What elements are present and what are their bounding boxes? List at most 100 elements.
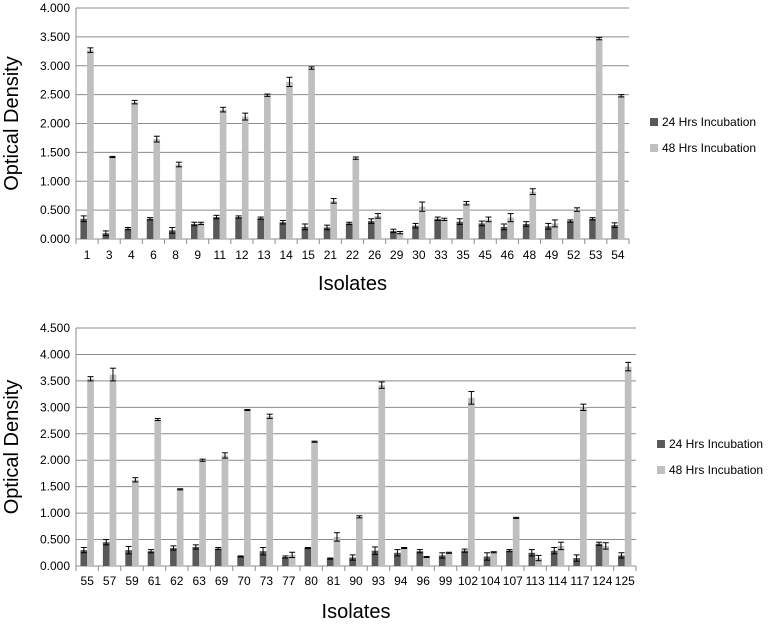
x-tick-label: 13 bbox=[257, 248, 271, 262]
bar bbox=[602, 545, 610, 566]
bar bbox=[80, 218, 88, 239]
bar bbox=[213, 217, 220, 239]
bar bbox=[191, 223, 198, 239]
bar bbox=[352, 158, 360, 239]
x-tick-label: 94 bbox=[394, 574, 408, 588]
x-tick-label: 102 bbox=[458, 574, 478, 588]
x-tick-label: 70 bbox=[237, 574, 251, 588]
bar bbox=[456, 221, 464, 239]
x-tick-label: 62 bbox=[170, 574, 184, 588]
y-tick-label: 3.000 bbox=[40, 400, 70, 414]
x-tick-label: 46 bbox=[501, 248, 515, 262]
bar bbox=[154, 419, 162, 566]
x-tick-label: 1 bbox=[84, 248, 91, 262]
x-tick-label: 55 bbox=[81, 574, 95, 588]
bar bbox=[221, 455, 229, 566]
bar bbox=[589, 218, 596, 239]
x-tick-label: 52 bbox=[567, 248, 581, 262]
x-tick-label: 59 bbox=[125, 574, 139, 588]
bar bbox=[580, 407, 587, 566]
x-tick-label: 96 bbox=[417, 574, 431, 588]
bar bbox=[500, 226, 508, 239]
x-tick-label: 113 bbox=[526, 574, 545, 588]
bar bbox=[147, 551, 155, 566]
bar bbox=[125, 550, 132, 566]
legend-swatch bbox=[650, 118, 658, 126]
bar bbox=[175, 164, 183, 239]
y-tick-label: 0.000 bbox=[40, 232, 70, 246]
bar bbox=[241, 116, 249, 239]
bar bbox=[192, 546, 200, 566]
bar bbox=[506, 550, 513, 566]
bottom-bar-chart: 0.000 0.500 1.000 1.500 2.000 2.500 3.000 3.500… bbox=[1, 321, 763, 623]
bar bbox=[153, 139, 161, 239]
x-tick-label: 54 bbox=[611, 248, 625, 262]
bar bbox=[87, 378, 94, 566]
bar bbox=[595, 38, 603, 239]
bar bbox=[282, 557, 289, 566]
bar bbox=[490, 552, 498, 566]
x-tick-label: 3 bbox=[106, 248, 113, 262]
y-tick-label: 2.500 bbox=[40, 88, 70, 102]
bar bbox=[131, 102, 138, 239]
bar bbox=[286, 81, 293, 239]
bar bbox=[529, 191, 537, 239]
y-tick-label: 3.500 bbox=[40, 30, 70, 44]
x-tick-label: 77 bbox=[282, 574, 296, 588]
x-tick-label: 11 bbox=[214, 248, 227, 262]
bar bbox=[197, 223, 205, 239]
bar bbox=[423, 557, 430, 566]
x-tick-label: 107 bbox=[503, 574, 523, 588]
x-tick-label: 114 bbox=[548, 574, 567, 588]
legend-swatch bbox=[657, 466, 665, 474]
y-tick-label: 0.000 bbox=[40, 559, 70, 573]
bar bbox=[176, 489, 184, 566]
x-tick-label: 73 bbox=[260, 574, 274, 588]
y-tick-label: 2.500 bbox=[40, 427, 70, 441]
bar bbox=[468, 397, 475, 566]
x-tick-label: 26 bbox=[368, 248, 382, 262]
bar bbox=[326, 558, 334, 566]
bar bbox=[349, 557, 356, 566]
x-axis-title: Isolates bbox=[322, 601, 391, 623]
bar bbox=[396, 232, 404, 239]
bar bbox=[109, 156, 116, 239]
x-tick-label: 30 bbox=[412, 248, 426, 262]
y-tick-label: 1.500 bbox=[40, 145, 70, 159]
bar bbox=[279, 222, 287, 239]
bar bbox=[311, 441, 318, 566]
top-bar-chart: 0.000 0.500 1.000 1.500 2.000 2.500 3.000 3.500… bbox=[1, 1, 756, 295]
bar bbox=[146, 218, 154, 239]
bar bbox=[416, 551, 424, 566]
bar bbox=[557, 545, 565, 566]
x-tick-label: 6 bbox=[150, 248, 157, 262]
bar bbox=[102, 233, 110, 239]
bar bbox=[356, 516, 363, 566]
y-tick-label: 3.500 bbox=[40, 374, 70, 388]
y-tick-label: 1.000 bbox=[40, 174, 70, 188]
bar bbox=[483, 556, 491, 566]
bar bbox=[304, 548, 312, 566]
bar bbox=[235, 217, 242, 239]
x-tick-label: 99 bbox=[439, 574, 453, 588]
y-tick-label: 2.000 bbox=[40, 117, 70, 131]
bar bbox=[102, 542, 110, 566]
bar bbox=[567, 221, 574, 239]
bar bbox=[624, 366, 632, 566]
y-tick-label: 4.000 bbox=[40, 347, 70, 361]
x-tick-label: 9 bbox=[194, 248, 201, 262]
x-tick-label: 90 bbox=[349, 574, 363, 588]
bar bbox=[445, 552, 453, 566]
bar bbox=[611, 225, 618, 239]
x-tick-label: 14 bbox=[279, 248, 293, 262]
bar bbox=[266, 416, 274, 566]
y-axis-title: Optical Density bbox=[1, 380, 23, 515]
bar bbox=[418, 206, 426, 239]
legend-swatch bbox=[650, 144, 658, 152]
x-tick-label: 8 bbox=[172, 248, 179, 262]
bar bbox=[301, 226, 309, 239]
y-tick-label: 1.500 bbox=[40, 480, 70, 494]
bar bbox=[551, 223, 559, 239]
bar bbox=[390, 230, 397, 239]
